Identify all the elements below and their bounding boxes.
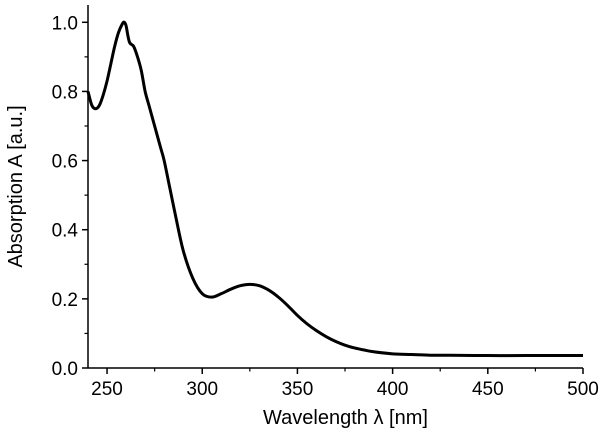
y-tick-label: 0.2	[52, 290, 78, 311]
x-tick-label: 400	[377, 379, 409, 400]
y-tick-label: 0.8	[52, 82, 78, 103]
x-axis-ticks: 250 300 350 400 450 500	[91, 368, 599, 400]
x-tick-label: 250	[91, 379, 123, 400]
x-tick-label: 350	[282, 379, 314, 400]
y-axis-title: Absorption A [a.u.]	[5, 105, 27, 267]
y-tick-label: 0.0	[52, 359, 78, 380]
x-tick-label: 500	[567, 379, 599, 400]
y-tick-label: 1.0	[52, 13, 78, 34]
y-tick-label: 0.4	[52, 221, 79, 242]
x-axis-title: Wavelength λ [nm]	[263, 407, 428, 429]
y-tick-label: 0.6	[52, 152, 78, 173]
y-axis-ticks: 0.0 0.2 0.4 0.6 0.8 1.0	[52, 13, 88, 380]
absorption-series-line	[86, 20, 583, 358]
x-tick-label: 300	[186, 379, 218, 400]
x-tick-label: 450	[472, 379, 504, 400]
plot-area	[86, 20, 583, 358]
